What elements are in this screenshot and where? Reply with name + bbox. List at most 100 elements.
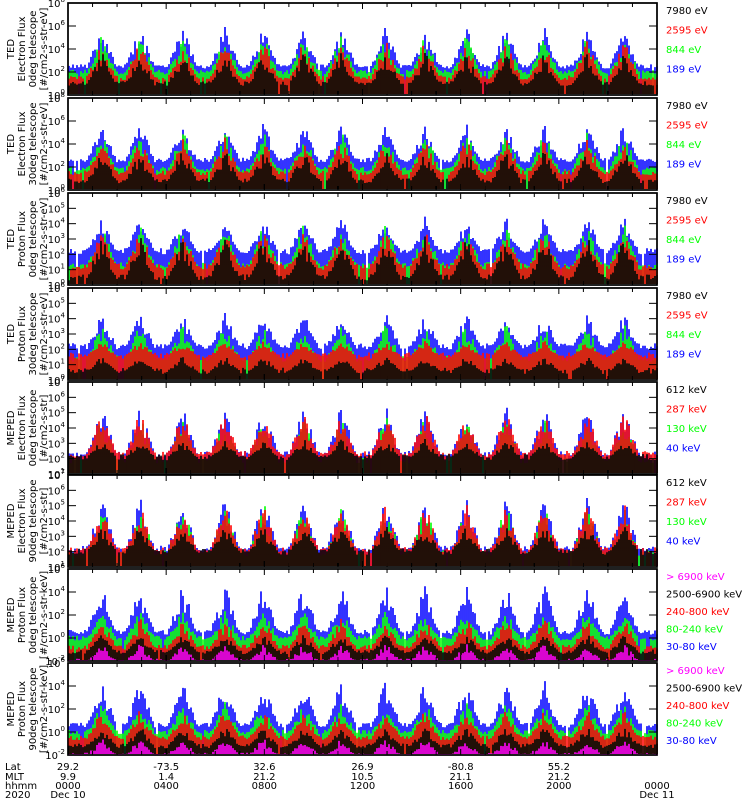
footer-hhmm: 1600	[448, 781, 473, 792]
y-axis-label-line: TED	[6, 324, 17, 345]
y-axis-label-line: TED	[6, 39, 17, 60]
y-axis-label: TED Proton Flux 0deg telescope [#/cm2-s-str…	[6, 198, 50, 281]
series-2595-ev	[68, 341, 658, 379]
footer-lat: 26.9	[351, 762, 373, 773]
y-tick-label: 106	[48, 483, 66, 497]
y-tick-label: 101	[48, 467, 65, 481]
y-tick-label: 103	[48, 529, 65, 543]
y-axis-label-line: [#/cm2-s-str]	[39, 487, 50, 554]
y-axis-label-line: Proton Flux	[17, 587, 28, 643]
footer-mlt: 10.5	[351, 772, 373, 783]
footer-hhmm: 0400	[153, 781, 178, 792]
y-tick-label: 108	[48, 0, 65, 10]
legend-entry: 7980 eV	[666, 291, 708, 302]
y-axis-label: MEPED Electron Flux 90deg telescope [#/cm2-…	[6, 479, 50, 562]
y-tick-label: 102	[48, 342, 65, 356]
y-axis-label: MEPED Electron Flux 0deg telescope [#/cm2-s…	[6, 390, 50, 467]
legend-entry: 2595 eV	[666, 26, 708, 37]
y-axis-label-line: Electron Flux	[17, 488, 28, 553]
legend-entry: 40 keV	[666, 537, 700, 548]
legend-entry: 40 keV	[666, 444, 700, 455]
y-axis-label-line: MEPED	[6, 410, 17, 445]
legend-entry: 30-80 keV	[666, 736, 717, 747]
y-axis-label-line: Electron Flux	[17, 16, 28, 81]
y-tick-label: 106	[48, 281, 66, 295]
y-tick-label: 102	[48, 65, 65, 79]
y-tick-label: 100	[48, 88, 65, 102]
y-tick-label: 104	[48, 585, 66, 599]
y-tick-label: 106	[48, 390, 66, 404]
footer-date: Dec 10	[50, 790, 85, 800]
y-axis-label-line: [#/cm2-s-str-keV]	[39, 571, 50, 659]
y-axis-label-line: TED	[6, 229, 17, 250]
legend-entry: 2500-6900 keV	[666, 590, 742, 601]
legend-entry: 844 eV	[666, 140, 701, 151]
series-7980-ev	[68, 236, 658, 284]
legend-entry: 2595 eV	[666, 121, 708, 132]
y-tick-label: 103	[48, 232, 65, 246]
legend-entry: 2595 eV	[666, 311, 708, 322]
footer-hhmm: 2000	[546, 781, 571, 792]
y-axis-label-line: TED	[6, 134, 17, 155]
series-612-kev	[68, 526, 658, 566]
y-tick-label: 103	[48, 327, 65, 341]
y-axis-label: TED Proton Flux 30deg telescope [#/cm2-s-st…	[6, 292, 50, 375]
y-axis-label-line: [#/cm2-s-str-eV]	[39, 198, 50, 281]
y-tick-label: 108	[48, 91, 65, 105]
legend-entry: 80-240 keV	[666, 625, 723, 636]
y-tick-label: 107	[48, 468, 65, 482]
y-tick-label: 101	[48, 263, 65, 277]
legend-entry: 2595 eV	[666, 216, 708, 227]
legend-entry: 844 eV	[666, 45, 701, 56]
y-axis-label-line: Electron Flux	[17, 111, 28, 176]
y-axis-label-line: [#/cm2-s-str-eV]	[39, 103, 50, 186]
legend-entry: 2500-6900 keV	[666, 684, 742, 695]
y-axis-label-line: Proton Flux	[17, 306, 28, 362]
y-axis-label-line: 0deg telescope	[28, 577, 39, 654]
legend-entry: 189 eV	[666, 255, 701, 266]
y-axis-label-line: Electron Flux	[17, 395, 28, 460]
y-axis-label-line: 90deg telescope	[28, 667, 39, 750]
legend-entry: 287 keV	[666, 405, 707, 416]
series-7980-ev	[68, 52, 658, 94]
legend-entry: 7980 eV	[666, 196, 708, 207]
footer-mlt: 1.4	[158, 772, 174, 783]
legend-entry: 189 eV	[666, 160, 701, 171]
y-tick-label: 104	[48, 421, 66, 435]
legend-entry: > 6900 keV	[666, 572, 725, 583]
legend-entry: 612 keV	[666, 385, 707, 396]
y-tick-label: 106	[48, 562, 66, 576]
y-axis-label-line: 0deg telescope	[28, 11, 39, 88]
y-axis-label-line: [#/cm2-s-str-eV]	[39, 8, 50, 91]
legend-entry: 844 eV	[666, 235, 701, 246]
y-tick-label: 10-2	[45, 748, 65, 762]
footer-lat: 29.2	[57, 762, 79, 773]
footer-mlt: 21.1	[450, 772, 472, 783]
footer-row-label: MLT	[5, 772, 25, 783]
y-tick-label: 105	[48, 499, 65, 513]
series-2500-6900-kev	[68, 635, 658, 660]
footer-row-label: hhmm	[5, 781, 37, 792]
y-tick-label: 103	[48, 436, 65, 450]
y-tick-label: 106	[48, 186, 66, 200]
footer-date: Dec 11	[639, 790, 674, 800]
y-tick-label: 106	[48, 656, 66, 670]
y-axis-label: MEPED Proton Flux 90deg telescope [#/cm2-s-…	[6, 665, 50, 753]
y-tick-label: 104	[48, 217, 66, 231]
series-7980-ev	[68, 153, 658, 189]
y-tick-label: 106	[48, 114, 66, 128]
legend-entry: 7980 eV	[666, 101, 708, 112]
y-tick-label: 100	[48, 373, 65, 387]
y-tick-label: 104	[48, 679, 66, 693]
y-tick-label: 100	[48, 278, 65, 292]
y-tick-label: 104	[48, 514, 66, 528]
y-tick-label: 101	[48, 358, 65, 372]
y-tick-label: 104	[48, 137, 66, 151]
y-tick-label: 101	[48, 560, 65, 574]
legend-entry: 287 keV	[666, 498, 707, 509]
legend-entry: 130 keV	[666, 517, 707, 528]
legend-entry: 7980 eV	[666, 6, 708, 17]
footer-mlt: 21.2	[253, 772, 275, 783]
y-axis-label-line: MEPED	[6, 597, 17, 632]
